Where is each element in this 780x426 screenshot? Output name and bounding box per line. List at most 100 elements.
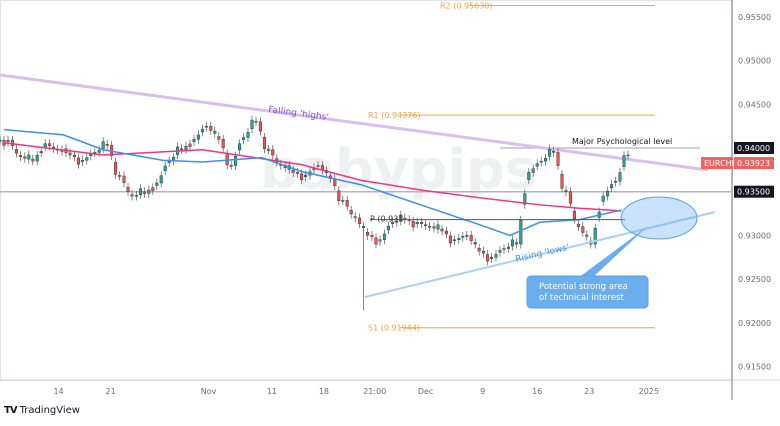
candle-body bbox=[10, 139, 14, 146]
candle-body bbox=[271, 149, 275, 156]
callout-line-1: Potential strong area bbox=[539, 282, 628, 292]
candle-body bbox=[585, 234, 589, 237]
candle-body bbox=[539, 160, 543, 163]
candle-body bbox=[482, 250, 486, 254]
candle-body bbox=[134, 194, 138, 197]
candle-body bbox=[258, 121, 262, 132]
x-tick-label: 21 bbox=[106, 387, 116, 396]
candle-body bbox=[568, 191, 572, 204]
pivot-label: P (0.931 bbox=[370, 215, 403, 224]
candle-body bbox=[424, 224, 428, 226]
candle-body bbox=[572, 210, 576, 220]
tradingview-brand: TV TradingView bbox=[4, 405, 80, 416]
candle-body bbox=[399, 214, 403, 222]
candle-body bbox=[506, 246, 510, 249]
y-tick-label: 0.92000 bbox=[738, 319, 771, 328]
last-price-tag-bg bbox=[734, 157, 774, 169]
candle-body bbox=[238, 143, 242, 151]
candle-body bbox=[341, 200, 345, 202]
candle-body bbox=[118, 175, 122, 177]
y-tick-label: 0.92500 bbox=[738, 275, 771, 284]
psych-level-label: Major Psychological level bbox=[572, 137, 672, 146]
candle-body bbox=[457, 238, 461, 240]
candle-body bbox=[167, 160, 171, 163]
x-tick-label: 21:00 bbox=[363, 387, 386, 396]
candle-body bbox=[14, 149, 18, 154]
candle-body bbox=[552, 151, 556, 153]
candle-body bbox=[415, 222, 419, 225]
psych-price-tag-bg bbox=[734, 142, 774, 154]
interest-area-ellipse bbox=[620, 196, 698, 240]
candle-body bbox=[138, 188, 142, 195]
candle-body bbox=[362, 226, 366, 228]
candle-body bbox=[473, 242, 477, 245]
candle-body bbox=[266, 149, 270, 151]
candle-body bbox=[180, 148, 184, 151]
candle-body bbox=[432, 226, 436, 229]
candle-body bbox=[523, 193, 527, 205]
s1-label: S1 (0.91944) bbox=[368, 324, 420, 333]
y-tick-label: 0.95500 bbox=[738, 13, 771, 22]
candle-body bbox=[382, 233, 386, 240]
candle-body bbox=[411, 220, 415, 228]
ma-blue-line bbox=[3, 128, 622, 237]
candle-body bbox=[217, 136, 221, 140]
y-tick-label: 0.94500 bbox=[738, 100, 771, 109]
candle-body bbox=[0, 139, 2, 142]
falling-highs-trendline bbox=[0, 73, 709, 172]
candle-body bbox=[97, 149, 101, 153]
candle-body bbox=[304, 174, 308, 177]
candle-body bbox=[155, 182, 159, 186]
x-tick-label: Nov bbox=[201, 387, 217, 396]
candle-body bbox=[469, 235, 473, 241]
candle-body bbox=[209, 125, 213, 131]
candle-body bbox=[440, 228, 444, 232]
candle-body bbox=[461, 236, 465, 238]
candle-body bbox=[514, 242, 518, 245]
symbol-tag-bg bbox=[701, 157, 733, 169]
candle-body bbox=[89, 153, 93, 157]
candle-body bbox=[490, 257, 494, 259]
candle-body bbox=[428, 226, 432, 228]
candle-body bbox=[527, 172, 531, 180]
candle-body bbox=[519, 220, 523, 245]
x-tick-label: 11 bbox=[267, 387, 277, 396]
candle-body bbox=[23, 156, 27, 159]
x-tick-label: 18 bbox=[319, 387, 329, 396]
x-tick-label: 16 bbox=[532, 387, 542, 396]
candle-body bbox=[606, 190, 610, 197]
candle-body bbox=[114, 162, 118, 175]
candle-body bbox=[444, 230, 448, 235]
candle-body bbox=[234, 155, 238, 166]
candle-body bbox=[6, 139, 10, 143]
candle-body bbox=[242, 137, 246, 140]
candle-body bbox=[76, 157, 80, 165]
candle-body bbox=[358, 217, 362, 224]
candle-body bbox=[250, 119, 254, 129]
callout-pointer bbox=[578, 226, 648, 278]
candle-body bbox=[531, 168, 535, 173]
price-chart[interactable]: babypips 0.95500 0.95000 0.94500 0.93000 0.92… bbox=[0, 0, 780, 400]
candle-body bbox=[486, 254, 490, 262]
candle-body bbox=[452, 239, 456, 242]
candle-body bbox=[420, 222, 424, 224]
support-price-tag-bg bbox=[734, 185, 774, 198]
x-tick-label: 2025 bbox=[639, 387, 659, 396]
candle-body bbox=[386, 225, 390, 231]
candle-body bbox=[618, 172, 622, 182]
falling-highs-label: Falling 'highs' bbox=[268, 105, 330, 123]
candle-body bbox=[262, 137, 266, 149]
candle-body bbox=[337, 190, 341, 202]
x-tick-label: 9 bbox=[480, 387, 485, 396]
candle-body bbox=[366, 232, 370, 236]
symbol-tag: EURCHF bbox=[704, 159, 737, 168]
candle-body bbox=[477, 248, 481, 252]
rising-lows-label: Rising 'lows' bbox=[514, 243, 570, 265]
candle-body bbox=[147, 189, 151, 194]
brand-name: TradingView bbox=[19, 405, 80, 416]
rising-lows-trendline bbox=[364, 211, 716, 298]
candle-body bbox=[213, 130, 217, 134]
callout-line-2: of technical interest bbox=[539, 293, 624, 303]
candle-body bbox=[502, 248, 506, 250]
candle-body bbox=[560, 174, 564, 189]
